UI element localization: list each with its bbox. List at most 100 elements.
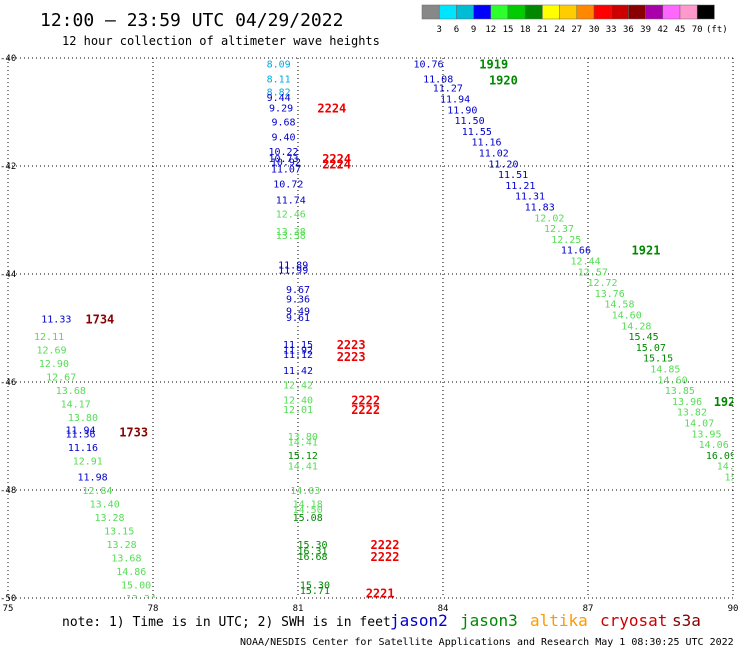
colorbar-swatch (696, 4, 715, 20)
swh-value: 14.50 (293, 505, 323, 516)
colorbar-tick: 6 (454, 25, 459, 35)
swh-value: 11.83 (525, 203, 555, 214)
y-tick-label: -50 (0, 594, 16, 604)
y-tick-label: -46 (0, 378, 16, 388)
swh-value: 16.09 (706, 451, 736, 462)
colorbar-swatch (645, 4, 664, 20)
colorbar-tick: 15 (503, 25, 514, 35)
swh-value: 16.31 (297, 546, 327, 557)
swh-value: 11.20 (488, 159, 518, 170)
swh-value: 9.61 (286, 313, 310, 324)
swh-value: 9.40 (271, 132, 295, 143)
colorbar-swatch (662, 4, 681, 20)
pass-time-tag: 2222 (371, 538, 400, 552)
colorbar-tick: 3 (436, 25, 441, 35)
swh-value: 15.12 (288, 451, 318, 462)
pass-time-tag: 2224 (317, 102, 346, 116)
swh-value: 13.85 (665, 386, 695, 397)
swh-value: 13.28 (107, 540, 137, 551)
swh-value: 12.11 (34, 332, 64, 343)
colorbar-tick: 39 (640, 25, 651, 35)
swh-value: 9.49 (286, 307, 310, 318)
swh-value: 15.08 (293, 513, 323, 524)
footnote: note: 1) Time is in UTC; 2) SWH is in fe… (62, 615, 391, 630)
swh-value: 9.68 (271, 118, 295, 129)
swh-value: 10.22 (268, 147, 298, 158)
pass-time-tag: 1922 (714, 395, 740, 409)
swh-value: 15.30 (297, 540, 327, 551)
swh-value: 11.33 (41, 314, 71, 325)
swh-value: 14.60 (658, 375, 688, 386)
x-tick-label: 81 (293, 604, 304, 614)
swh-value: 11.27 (433, 84, 463, 95)
x-tick-label: 75 (3, 604, 14, 614)
swh-value: 14.58 (604, 300, 634, 311)
pass-time-tag: 1734 (85, 312, 114, 326)
swh-value: 13.28 (94, 513, 124, 524)
colorbar-swatch (593, 4, 612, 20)
pass-time-tag: 1919 (479, 57, 508, 71)
pass-time-tag: 1920 (489, 74, 518, 88)
swh-value: 10.72 (273, 179, 303, 190)
swh-value: 11.50 (455, 116, 485, 127)
swh-value: 14.41 (288, 462, 318, 473)
y-tick-label: -48 (0, 486, 16, 496)
swh-value: 12.46 (276, 210, 306, 221)
swh-value: 11.42 (283, 366, 313, 377)
pass-time-tag: 2221 (366, 587, 395, 601)
satellite-legend-jason3: jason3 (460, 611, 518, 630)
swh-value: 12.69 (36, 346, 66, 357)
swh-value: 11.16 (68, 443, 98, 454)
pass-time-tag: 2224 (322, 152, 351, 166)
swh-value: 13.76 (595, 289, 625, 300)
swh-value: 14.60 (612, 311, 642, 322)
pass-time-tag: 1733 (119, 426, 148, 440)
swh-value: 13.80 (68, 413, 98, 424)
swh-value: 12.25 (551, 235, 581, 246)
swh-value: 13.95 (691, 429, 721, 440)
satellite-legend-cryosat: cryosat (600, 611, 667, 630)
swh-value: 11.66 (561, 246, 591, 257)
pass-time-tag: 2224 (322, 157, 351, 171)
swh-value: 11.12 (283, 350, 313, 361)
swh-value: 14.85 (650, 365, 680, 376)
swh-value: 11.02 (479, 149, 509, 160)
colorbar-swatch (576, 4, 595, 20)
pass-time-tag: 2223 (337, 338, 366, 352)
swh-value: 15.71 (300, 586, 330, 597)
swh-value: 14.18 (293, 500, 323, 511)
colorbar-swatch (610, 4, 629, 20)
swh-value: 11.16 (471, 138, 501, 149)
swh-value: 12.57 (578, 267, 608, 278)
swh-value: 10.73 (268, 154, 298, 165)
x-tick-label: 84 (438, 604, 449, 614)
y-tick-label: -40 (0, 54, 16, 64)
colorbar-swatch (421, 4, 440, 20)
colorbar-tick: 33 (606, 25, 617, 35)
swh-value: 12.72 (587, 278, 617, 289)
swh-value: 10.76 (413, 59, 443, 70)
colorbar-swatch (628, 4, 646, 20)
swh-value: 14. (717, 462, 735, 473)
swh-value: 11.74 (276, 195, 306, 206)
swh-value: 11.89 (278, 260, 308, 271)
y-tick-label: -44 (0, 270, 16, 280)
colorbar-swatch (473, 4, 492, 20)
satellite-legend: jason2 jason3 altika cryosat s3a (390, 611, 701, 630)
colorbar-tick: 30 (589, 25, 600, 35)
x-tick-label: 90 (728, 604, 739, 614)
swh-value: 11.92 (283, 346, 313, 357)
swh-value: 11.51 (498, 170, 528, 181)
swh-value: 15.45 (629, 332, 659, 343)
swh-value: 13.58 (276, 231, 306, 242)
satellite-legend-jason2: jason2 (390, 611, 448, 630)
swh-value: 13.40 (90, 500, 120, 511)
colorbar-tick: 18 (520, 25, 531, 35)
grid-lines (7, 57, 734, 599)
swh-value: 11.55 (462, 127, 492, 138)
swh-value: 15.15 (643, 354, 673, 365)
swh-value: 11.94 (65, 426, 95, 437)
swh-value: 12.67 (46, 373, 76, 384)
colorbar-swatch (559, 4, 578, 20)
